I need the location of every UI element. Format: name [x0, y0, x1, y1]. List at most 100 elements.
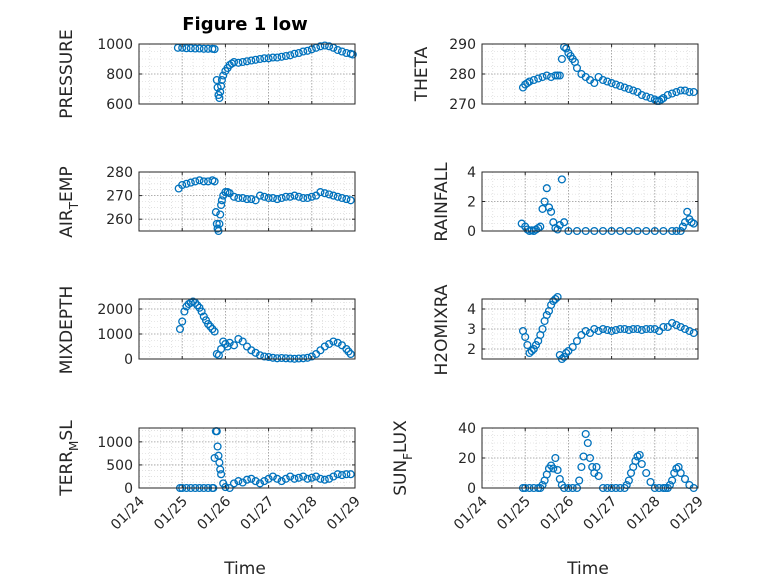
data-point: [294, 48, 303, 58]
data-point: [646, 324, 655, 334]
data-point: [521, 332, 530, 342]
y-tick-label: 270: [106, 189, 133, 205]
data-point: [590, 78, 599, 88]
data-point: [525, 348, 534, 358]
data-point: [229, 57, 239, 67]
y-tick-label: 2: [467, 195, 476, 211]
data-point: [217, 470, 226, 479]
data-point: [215, 219, 224, 228]
y-tick-label: 800: [106, 67, 133, 83]
data-point: [303, 193, 312, 203]
data-point: [689, 328, 698, 338]
data-point: [553, 292, 562, 302]
ylabel-pressure: PRESSURE: [57, 29, 77, 118]
data-point: [637, 325, 646, 335]
data-point: [538, 72, 547, 82]
y-tick-label: 280: [449, 67, 476, 83]
data-point: [637, 459, 646, 469]
data-point: [299, 472, 308, 481]
data-point: [534, 74, 543, 83]
data-point: [242, 195, 252, 204]
data-point: [268, 53, 277, 62]
data-point: [260, 192, 269, 201]
y-tick-label: 280: [106, 165, 133, 181]
data-point: [299, 47, 308, 56]
ylabel-theta: THETA: [412, 46, 432, 102]
data-point: [303, 353, 312, 362]
data-point: [229, 479, 239, 488]
data-point: [216, 210, 225, 219]
data-point: [193, 301, 202, 310]
data-point: [213, 442, 222, 451]
data-point: [611, 80, 620, 89]
data-point: [572, 336, 582, 346]
data-point: [217, 196, 226, 205]
data-point: [216, 87, 225, 97]
data-point: [204, 319, 213, 329]
data-point: [294, 473, 303, 482]
data-point: [549, 296, 558, 306]
data-point: [277, 477, 286, 486]
data-point: [210, 45, 219, 54]
data-point: [635, 450, 644, 460]
y-tick-label: 1000: [97, 37, 133, 53]
data-point: [650, 324, 659, 334]
ylabel-rainfall: RAINFALL: [432, 162, 452, 242]
data-point: [197, 307, 206, 316]
data-point: [247, 474, 256, 483]
data-point: [221, 339, 230, 349]
data-point: [542, 184, 551, 193]
data-point: [551, 453, 560, 463]
axes-frame: [138, 298, 356, 360]
data-point: [199, 44, 208, 53]
data-point: [186, 44, 195, 53]
data-point: [607, 326, 616, 336]
data-point: [685, 87, 694, 97]
data-point: [557, 175, 566, 184]
data-point: [182, 44, 191, 53]
data-point: [633, 452, 642, 461]
data-point: [337, 47, 347, 56]
data-point: [286, 472, 295, 481]
subplot-h2omixra: 2 3 4: [467, 292, 699, 364]
data-point: [211, 208, 220, 217]
data-point: [333, 470, 342, 479]
data-point: [616, 81, 625, 91]
data-point: [342, 195, 351, 204]
data-point: [281, 474, 290, 483]
xlabel-right: Time: [566, 559, 609, 579]
data-point: [251, 348, 260, 357]
y-tick-label: 4: [467, 165, 476, 181]
data-point: [624, 84, 633, 94]
data-point: [316, 42, 325, 51]
data-point: [603, 77, 612, 86]
data-point: [672, 464, 681, 473]
data-point: [585, 453, 595, 463]
data-point: [620, 83, 629, 92]
data-point: [286, 51, 295, 60]
series-pressure: [173, 41, 357, 103]
data-point: [562, 44, 571, 53]
data-point: [680, 86, 690, 95]
axes-frame: [138, 171, 356, 232]
data-point: [564, 346, 573, 356]
data-point: [547, 300, 556, 310]
data-point: [536, 222, 545, 231]
data-point: [523, 78, 532, 88]
series-h2omixra: [518, 292, 698, 364]
y-tick-label: 0: [467, 224, 476, 240]
data-point: [637, 90, 646, 100]
data-point: [221, 483, 230, 492]
data-point: [325, 42, 334, 51]
data-point: [180, 307, 189, 316]
data-point: [264, 474, 273, 483]
data-point: [581, 326, 590, 336]
data-point: [607, 78, 616, 88]
data-point: [333, 45, 342, 55]
data-point: [277, 353, 286, 363]
data-point: [663, 90, 672, 100]
ylabel-h2omixra: H2OMIXRA: [432, 284, 452, 375]
y-tick-label: 600: [106, 97, 133, 113]
